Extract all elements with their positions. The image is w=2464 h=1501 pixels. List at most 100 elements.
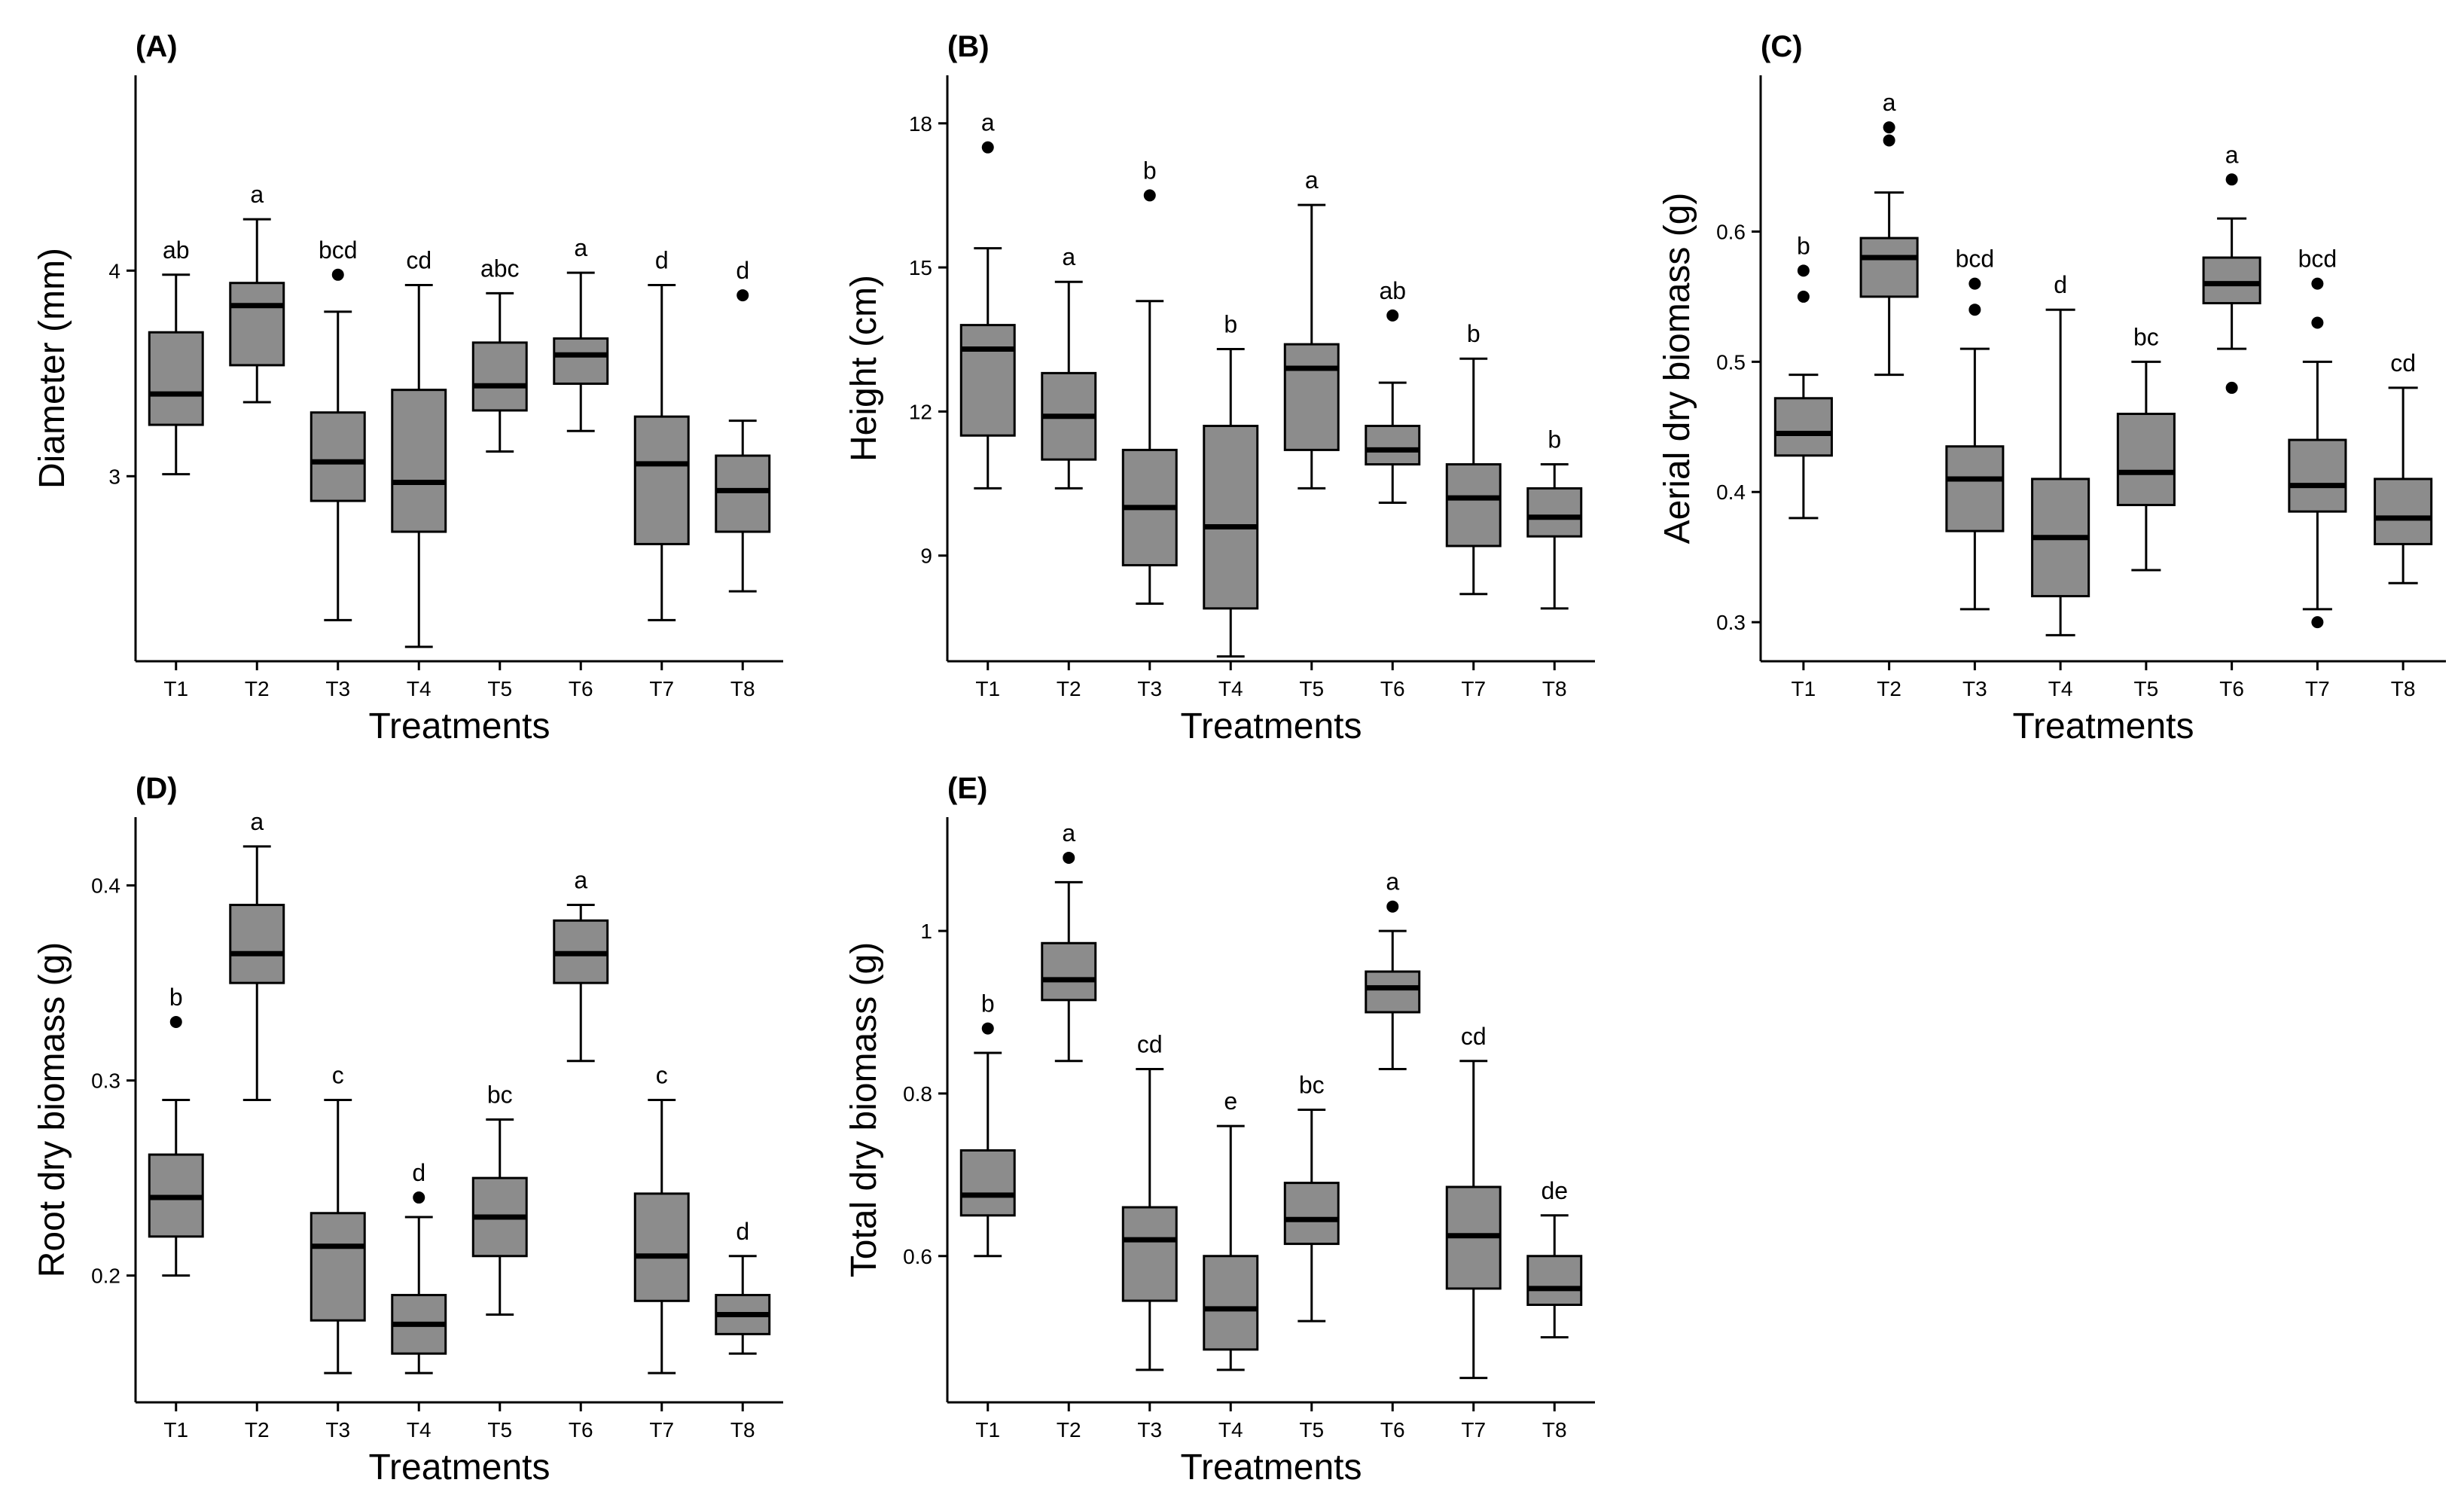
x-axis-title: Treatments bbox=[369, 706, 550, 746]
x-tick-label: T7 bbox=[1461, 677, 1486, 700]
outlier-point bbox=[2225, 173, 2238, 186]
x-tick-label: T1 bbox=[975, 1418, 1000, 1442]
box-T8: d bbox=[715, 257, 771, 593]
y-tick-label: 1 bbox=[920, 920, 932, 943]
significance-letter: cd bbox=[1137, 1031, 1163, 1058]
significance-letter: c bbox=[656, 1062, 668, 1089]
x-tick-label: T8 bbox=[1542, 1418, 1567, 1442]
panel-tag: (D) bbox=[136, 772, 178, 805]
box-T7: bcd bbox=[2288, 246, 2347, 629]
iqr-box bbox=[1283, 1182, 1340, 1246]
significance-letter: cd bbox=[406, 246, 432, 273]
x-tick-label: T8 bbox=[2391, 677, 2416, 700]
box-T7: c bbox=[633, 1062, 690, 1374]
outlier-point bbox=[1968, 277, 1981, 290]
box-T4: d bbox=[391, 1159, 447, 1374]
y-tick-label: 4 bbox=[108, 259, 120, 282]
box-T5: bc bbox=[1283, 1072, 1340, 1323]
y-tick-label: 0.2 bbox=[91, 1265, 120, 1288]
y-tick-label: 0.6 bbox=[903, 1245, 932, 1268]
significance-letter: a bbox=[1883, 89, 1896, 116]
significance-letter: cd bbox=[1461, 1023, 1487, 1050]
panel-tag: (A) bbox=[136, 30, 178, 63]
y-axis-title: Total dry biomass (g) bbox=[844, 942, 884, 1277]
box-T6: a bbox=[553, 234, 609, 432]
panel-tag: (E) bbox=[947, 772, 987, 805]
significance-letter: bcd bbox=[1956, 246, 1995, 273]
iqr-box bbox=[1203, 425, 1259, 610]
chart-panel-1: (A) 3 4 T1 T2 T3 T4 T5 T6 T7 T8 Treatments Diameter … bbox=[32, 30, 783, 746]
y-tick-label: 0.3 bbox=[1716, 611, 1746, 634]
iqr-box bbox=[1526, 487, 1583, 538]
x-tick-label: T4 bbox=[1218, 677, 1243, 700]
iqr-box bbox=[2288, 438, 2347, 513]
box-T3: bcd bbox=[1945, 246, 2005, 611]
x-tick-label: T2 bbox=[245, 677, 270, 700]
x-tick-label: T1 bbox=[163, 1418, 188, 1442]
x-tick-label: T1 bbox=[1792, 677, 1816, 700]
outlier-point bbox=[1386, 309, 1399, 322]
iqr-box bbox=[1445, 463, 1502, 548]
iqr-box bbox=[310, 1212, 366, 1322]
iqr-box bbox=[2374, 477, 2433, 545]
iqr-box bbox=[1945, 445, 2005, 532]
outlier-point bbox=[413, 1191, 425, 1204]
x-tick-label: T8 bbox=[730, 677, 755, 700]
box-T1: b bbox=[959, 990, 1016, 1258]
x-tick-label: T3 bbox=[1137, 1418, 1162, 1442]
x-tick-label: T6 bbox=[2219, 677, 2244, 700]
significance-letter: a bbox=[574, 867, 587, 894]
iqr-box bbox=[1365, 970, 1421, 1014]
x-tick-label: T6 bbox=[569, 1418, 593, 1442]
iqr-box bbox=[310, 411, 366, 502]
significance-letter: a bbox=[1062, 819, 1075, 847]
box-T2: a bbox=[229, 808, 285, 1102]
outlier-point bbox=[981, 1022, 994, 1035]
x-tick-label: T2 bbox=[1877, 677, 1901, 700]
significance-letter: b bbox=[981, 990, 995, 1017]
y-tick-label: 3 bbox=[108, 465, 120, 488]
significance-letter: bc bbox=[487, 1081, 513, 1108]
iqr-box bbox=[229, 282, 285, 367]
y-axis-title: Aerial dry biomass (g) bbox=[1657, 193, 1697, 545]
outlier-point bbox=[2311, 277, 2324, 290]
significance-letter: c bbox=[332, 1062, 344, 1089]
significance-letter: bc bbox=[1299, 1072, 1325, 1099]
box-T5: bc bbox=[2116, 323, 2176, 572]
x-tick-label: T1 bbox=[975, 677, 1000, 700]
box-T7: b bbox=[1445, 320, 1502, 596]
significance-letter: de bbox=[1541, 1177, 1568, 1204]
box-T6: ab bbox=[1365, 277, 1421, 505]
box-T3: bcd bbox=[310, 236, 366, 621]
panel-tag: (C) bbox=[1761, 30, 1803, 63]
y-tick-label: 0.8 bbox=[903, 1082, 932, 1106]
significance-letter: cd bbox=[2390, 349, 2416, 377]
iqr-box bbox=[1283, 343, 1340, 451]
x-tick-label: T3 bbox=[1137, 677, 1162, 700]
outlier-point bbox=[1063, 851, 1075, 864]
x-tick-label: T8 bbox=[1542, 677, 1567, 700]
box-T1: a bbox=[959, 109, 1016, 490]
outlier-point bbox=[1143, 189, 1156, 202]
x-tick-label: T6 bbox=[569, 677, 593, 700]
x-tick-label: T3 bbox=[325, 677, 350, 700]
x-tick-label: T5 bbox=[2134, 677, 2159, 700]
outlier-point bbox=[2311, 316, 2324, 329]
box-T7: d bbox=[633, 246, 690, 621]
iqr-box bbox=[148, 331, 204, 426]
y-tick-label: 18 bbox=[909, 112, 932, 136]
box-T6: a bbox=[2202, 141, 2261, 394]
significance-letter: a bbox=[1305, 166, 1319, 194]
outlier-point bbox=[331, 268, 344, 281]
box-T5: bc bbox=[471, 1081, 528, 1316]
iqr-box bbox=[1121, 1206, 1178, 1302]
y-tick-label: 0.5 bbox=[1716, 350, 1746, 374]
outlier-point bbox=[2225, 381, 2238, 394]
iqr-box bbox=[1859, 236, 1919, 298]
iqr-box bbox=[1773, 397, 1833, 457]
iqr-box bbox=[1365, 425, 1421, 466]
outlier-point bbox=[981, 141, 994, 154]
significance-letter: a bbox=[981, 109, 995, 136]
x-tick-label: T2 bbox=[1057, 1418, 1081, 1442]
